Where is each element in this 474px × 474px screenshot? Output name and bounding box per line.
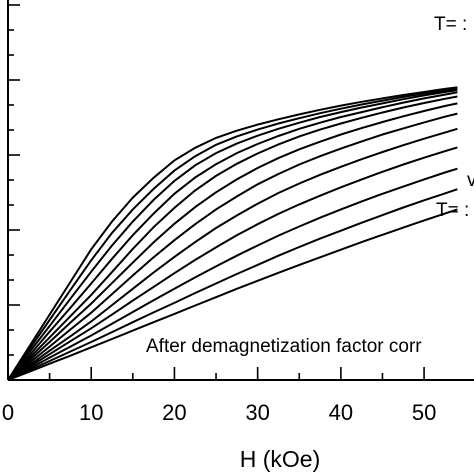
series-line-2 xyxy=(7,87,458,381)
x-tick-labels: 0 10 20 30 40 50 xyxy=(2,400,436,425)
series-line-1 xyxy=(7,86,458,381)
axis-ticks xyxy=(7,4,425,381)
series-line-7 xyxy=(7,112,458,381)
series-line-4 xyxy=(7,91,458,381)
series-line-8 xyxy=(7,127,458,381)
x-axis-label: H (kOe) xyxy=(240,446,321,472)
series-line-6 xyxy=(7,102,458,381)
series-line-5 xyxy=(7,95,458,381)
series-line-3 xyxy=(7,89,458,381)
x-tick-label-30: 30 xyxy=(245,400,269,425)
bottom-temperature-label: T= : xyxy=(436,200,469,221)
series-line-11 xyxy=(7,188,458,381)
x-tick-label-50: 50 xyxy=(412,400,436,425)
series-curves xyxy=(7,86,458,381)
x-tick-label-0: 0 xyxy=(2,400,14,425)
series-line-10 xyxy=(7,167,458,381)
series-line-9 xyxy=(7,146,458,381)
x-tick-label-20: 20 xyxy=(162,400,186,425)
mid-arrow-label: v xyxy=(467,170,474,191)
x-tick-label-10: 10 xyxy=(79,400,103,425)
x-tick-label-40: 40 xyxy=(329,400,353,425)
axes xyxy=(7,0,474,381)
demagnetization-note: After demagnetization factor corr xyxy=(146,336,422,357)
series-line-12 xyxy=(7,208,458,381)
top-temperature-label: T= : xyxy=(434,14,467,35)
